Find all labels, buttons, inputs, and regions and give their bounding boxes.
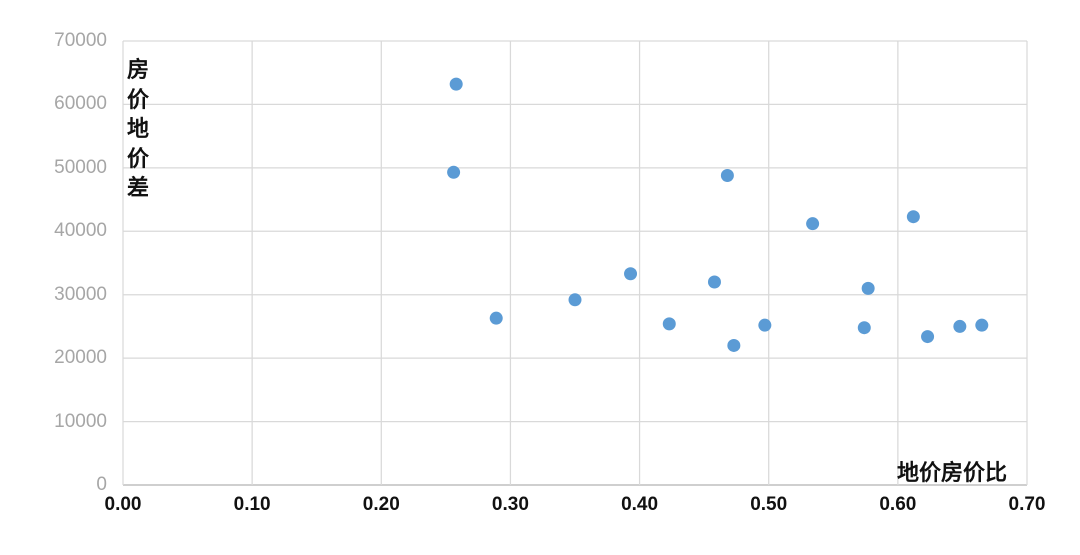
x-tick-label: 0.70 [1008,494,1046,515]
y-tick-label: 0 [96,474,107,495]
y-tick-label: 20000 [54,347,107,369]
x-axis-title: 地价房价比 [896,460,1007,485]
data-point [857,321,871,335]
x-tick-label: 0.40 [621,494,659,515]
y-tick-label: 40000 [54,220,107,242]
x-tick-label: 0.60 [879,494,917,515]
data-point [449,77,463,91]
y-tick-label: 10000 [54,410,107,432]
data-point [953,319,967,333]
x-tick-label: 0.30 [491,494,529,515]
data-point [707,275,721,289]
data-point [489,311,503,325]
data-point [906,210,920,224]
data-point [758,318,772,332]
y-axis-title: 房价地价差 [127,57,150,200]
data-point [921,330,935,344]
y-tick-label: 30000 [54,283,107,305]
data-point [975,318,989,332]
data-point [727,338,741,352]
x-tick-label: 0.50 [750,494,788,515]
data-point [806,217,820,231]
data-point [568,293,582,307]
y-tick-label: 70000 [54,30,107,51]
x-tick-label: 0.00 [104,494,142,515]
y-tick-label: 50000 [54,156,107,178]
y-tick-label: 60000 [54,93,107,115]
data-point [720,168,734,182]
data-point [861,281,875,295]
data-point [624,267,638,281]
x-tick-label: 0.10 [233,494,271,515]
data-point [662,317,676,331]
data-point [447,165,461,179]
x-tick-label: 0.20 [362,494,400,515]
